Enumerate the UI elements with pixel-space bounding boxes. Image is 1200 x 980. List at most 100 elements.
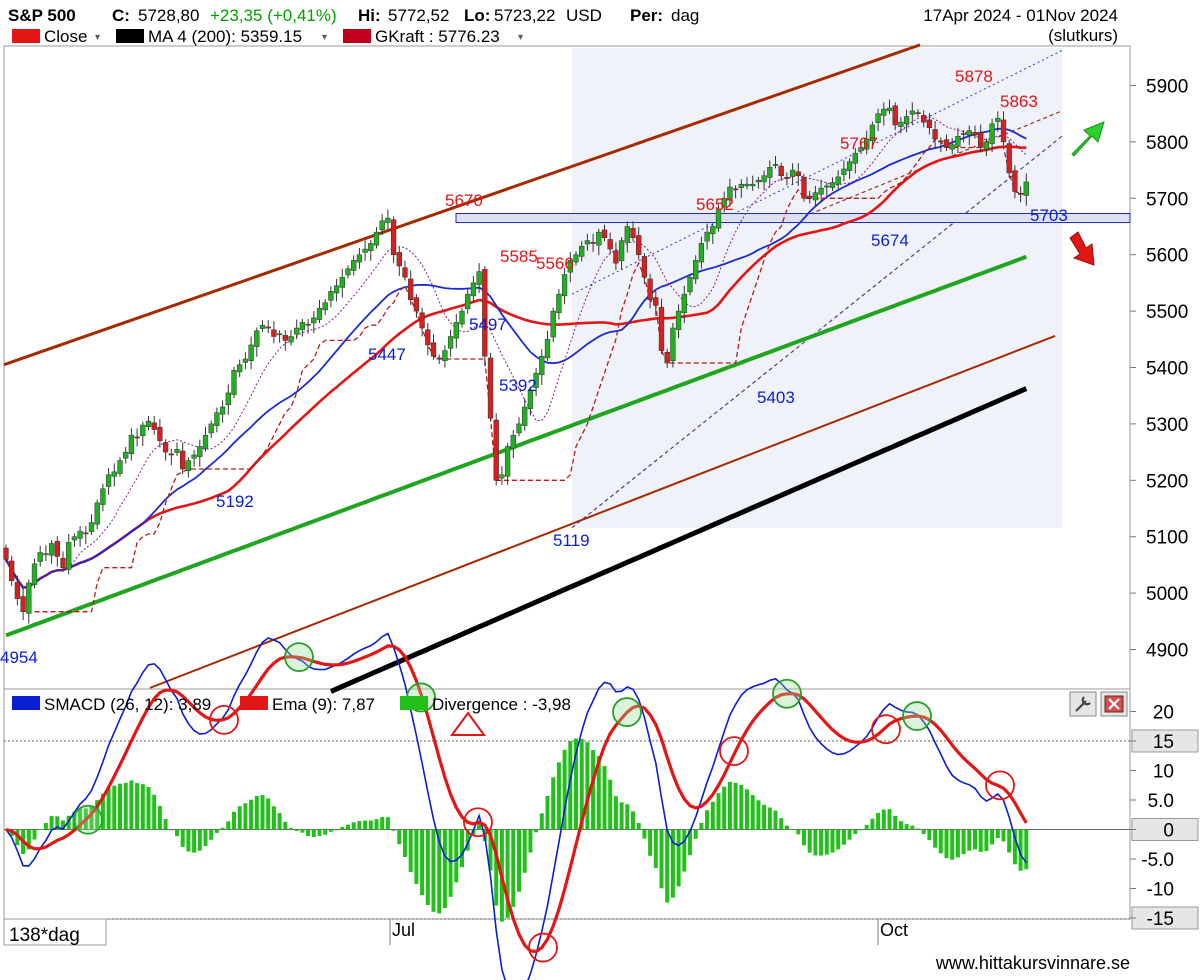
dropdown-icon[interactable]: ▾ xyxy=(322,32,327,43)
candle-body xyxy=(214,412,220,426)
candle-body xyxy=(88,522,95,532)
divergence-bar xyxy=(226,821,231,830)
legend-row[interactable]: Close ▾ MA 4 (200): 5359.15 ▾ GKraft : 5… xyxy=(12,27,523,46)
candle-body xyxy=(356,254,363,263)
candle-body xyxy=(1012,170,1018,192)
candle-body xyxy=(698,243,705,263)
divergence-bar xyxy=(146,787,151,830)
candle-body xyxy=(476,271,482,285)
candle-body xyxy=(145,420,152,427)
legend-divergence[interactable]: Divergence : -3,98 xyxy=(432,695,571,714)
candle-body xyxy=(932,129,938,140)
legend-swatch-gkraft xyxy=(343,29,371,43)
divergence-bar xyxy=(733,782,738,830)
divergence-bar xyxy=(881,809,886,830)
candle-body xyxy=(544,339,551,359)
candle-body xyxy=(453,322,459,339)
close-panel-button[interactable] xyxy=(1100,691,1128,717)
lo-value: 5723,22 xyxy=(494,6,555,25)
dropdown-icon[interactable]: ▾ xyxy=(95,32,100,43)
divergence-bar xyxy=(984,829,989,852)
legend-ma[interactable]: MA 4 (200): 5359.15 xyxy=(148,27,302,46)
divergence-bar xyxy=(859,829,863,831)
divergence-bar xyxy=(830,829,835,853)
divergence-bar xyxy=(197,829,202,851)
divergence-bar xyxy=(385,817,390,830)
divergence-bar xyxy=(505,829,510,918)
candle-body xyxy=(693,260,699,280)
candle-body xyxy=(54,540,60,557)
candle-body xyxy=(151,422,157,430)
candle-body xyxy=(162,442,169,453)
divergence-bar xyxy=(66,815,71,830)
candle-body xyxy=(807,195,813,199)
sell-signal-circle xyxy=(209,704,239,735)
legend-close[interactable]: Close xyxy=(44,27,87,46)
divergence-bar xyxy=(847,829,852,840)
stop-line xyxy=(34,138,1027,613)
close-mode: (slutkurs) xyxy=(1048,26,1118,45)
candle-body xyxy=(100,488,106,505)
candle-body xyxy=(43,553,49,556)
divergence-bar xyxy=(374,819,379,830)
divergence-bar xyxy=(232,811,236,830)
divergence-bar xyxy=(55,816,60,830)
divergence-bar xyxy=(585,742,590,830)
candle-body xyxy=(567,260,573,273)
divergence-bar xyxy=(528,829,533,853)
divergence-bar xyxy=(209,829,214,840)
divergence-bar xyxy=(665,829,670,903)
close-label: C: xyxy=(112,6,130,25)
divergence-bar xyxy=(100,793,105,830)
candle-body xyxy=(333,285,340,294)
candle-body xyxy=(305,323,311,326)
candle-body xyxy=(539,355,545,376)
wrench-icon xyxy=(1075,696,1091,712)
legend-ema[interactable]: Ema (9): 7,87 xyxy=(272,695,375,714)
divergence-bar xyxy=(300,829,305,833)
divergence-bar xyxy=(602,765,607,830)
trend-up-arrow xyxy=(1071,121,1105,157)
indicator-legend[interactable]: SMACD (26, 12): 3,89 Ema (9): 7,87 Diver… xyxy=(12,695,571,714)
divergence-bar xyxy=(990,829,995,845)
candle-body xyxy=(20,596,26,612)
price-annotation: 5403 xyxy=(757,388,795,407)
divergence-bar xyxy=(511,829,516,907)
candle-body xyxy=(94,502,100,525)
candle-body xyxy=(225,392,231,405)
ma25-line xyxy=(5,127,1027,589)
divergence-bar xyxy=(534,829,539,833)
divergence-bar xyxy=(431,829,436,912)
price-annotation: 5192 xyxy=(216,492,254,511)
divergence-bar xyxy=(471,829,476,836)
candle-body xyxy=(83,532,89,535)
candle-body xyxy=(259,324,266,329)
candle-body xyxy=(402,267,408,278)
dropdown-icon[interactable]: ▾ xyxy=(518,32,523,43)
price-annotation: 5703 xyxy=(1030,206,1068,225)
ma200-line xyxy=(329,386,1028,694)
candle-body xyxy=(909,110,915,115)
price-annotation: 5585 xyxy=(500,247,538,266)
divergence-bar xyxy=(625,804,630,830)
candle-body xyxy=(955,135,961,147)
candle-body xyxy=(419,312,425,329)
divergence-bar xyxy=(876,812,881,830)
candle-body xyxy=(294,327,300,335)
price-annotation: 5674 xyxy=(871,231,909,250)
candle-body xyxy=(926,119,933,129)
candle-body xyxy=(180,450,186,470)
candle-body xyxy=(37,552,43,562)
legend-smacd[interactable]: SMACD (26, 12): 3,89 xyxy=(44,695,211,714)
buy-signal-circle xyxy=(772,678,802,709)
candle-body xyxy=(653,297,659,306)
candle-body xyxy=(949,144,955,150)
divergence-bar xyxy=(363,820,368,830)
candle-body xyxy=(869,124,876,142)
divergence-bar xyxy=(579,738,584,830)
legend-gkraft[interactable]: GKraft : 5776.23 xyxy=(375,27,500,46)
settings-button[interactable] xyxy=(1069,691,1097,717)
candle-body xyxy=(48,543,55,556)
divergence-bar xyxy=(152,794,157,830)
